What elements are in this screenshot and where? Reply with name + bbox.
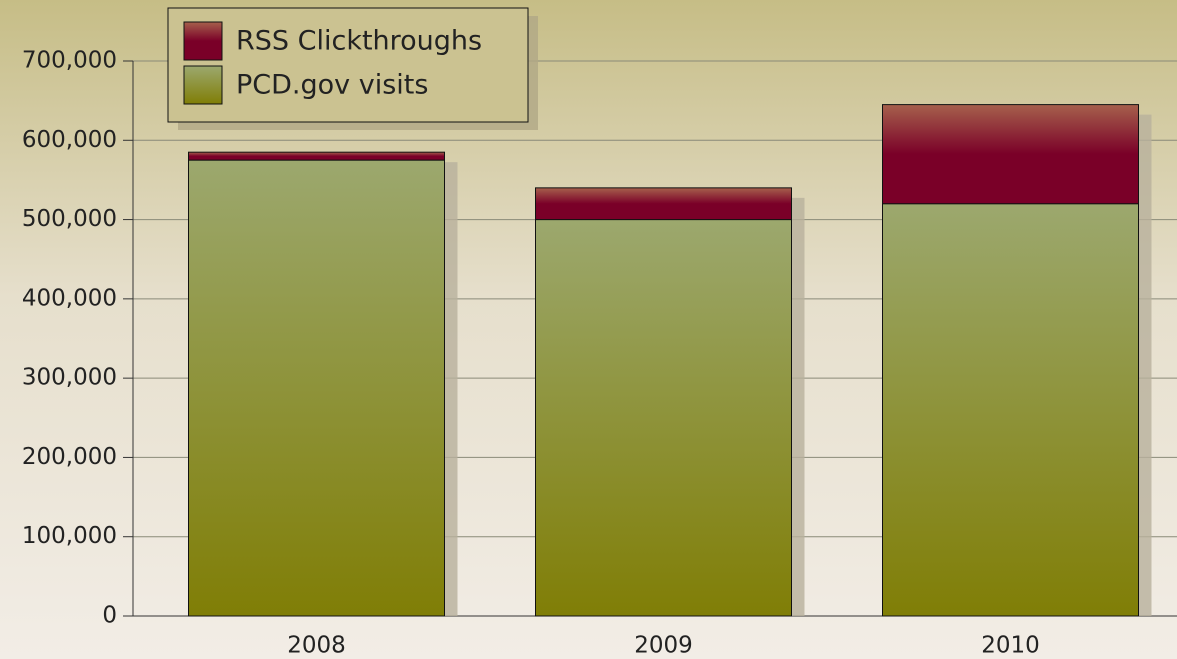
- bar-segment: [188, 151, 445, 161]
- y-tick-label: 200,000: [22, 444, 117, 470]
- y-tick-label: 0: [102, 603, 117, 629]
- bar-segment: [535, 187, 792, 221]
- y-tick-label: 600,000: [22, 127, 117, 153]
- y-tick-label: 700,000: [22, 48, 117, 74]
- y-tick-label: 300,000: [22, 365, 117, 391]
- y-tick-label: 400,000: [22, 285, 117, 311]
- bar-segment: [882, 203, 1139, 617]
- bar-segment: [188, 159, 445, 617]
- legend: [167, 7, 529, 123]
- y-tick-label: 500,000: [22, 206, 117, 232]
- legend-label: RSS Clickthroughs: [236, 26, 482, 57]
- x-tick-label: 2010: [981, 633, 1040, 659]
- bar-segment: [882, 104, 1139, 205]
- legend-swatch: [183, 21, 223, 61]
- legend-label: PCD.gov visits: [236, 70, 428, 101]
- y-tick-label: 100,000: [22, 523, 117, 549]
- x-tick-label: 2009: [634, 633, 693, 659]
- legend-swatch: [183, 65, 223, 105]
- bar-segment: [535, 219, 792, 617]
- x-tick-label: 2008: [287, 633, 346, 659]
